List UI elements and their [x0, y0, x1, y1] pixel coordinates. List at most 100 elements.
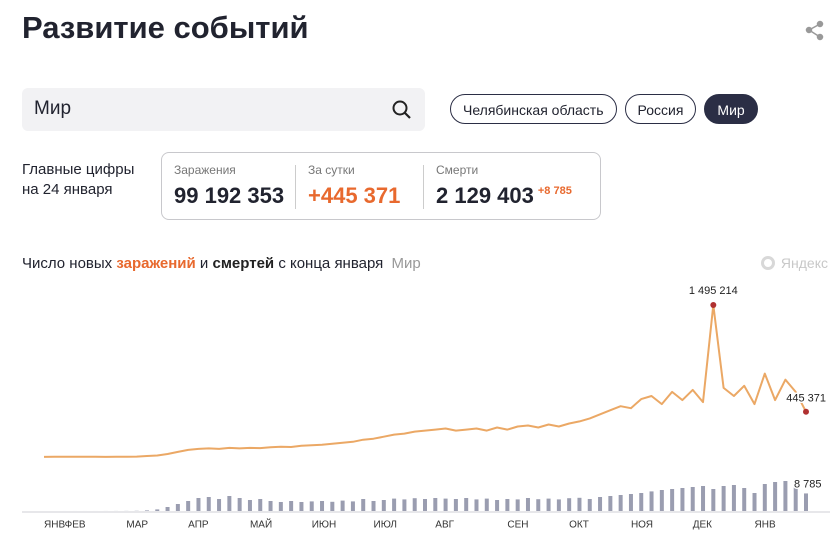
x-tick-label: ФЕВ — [65, 520, 86, 531]
search-box[interactable]: Мир — [22, 88, 425, 131]
chart-title: Число новых заражений и смертей с конца … — [22, 255, 421, 272]
stat: Заражения 99 192 353 — [174, 163, 284, 209]
bar — [340, 500, 345, 511]
bar — [175, 504, 180, 511]
bar — [495, 500, 500, 511]
x-tick-label: АПР — [188, 520, 209, 531]
bar — [525, 498, 530, 511]
divider — [423, 165, 424, 209]
region-pill[interactable]: Мир — [704, 94, 758, 124]
stats-box: Заражения 99 192 353 За сутки +445 371 Сме… — [161, 152, 601, 220]
bar — [783, 481, 788, 511]
region-pill[interactable]: Россия — [624, 94, 697, 124]
legend-entry: смертей — [212, 255, 275, 272]
region-pill[interactable]: Челябинская область — [450, 94, 617, 124]
x-tick-label: СЕН — [507, 520, 528, 531]
stat-value: 2 129 403 +8 785 — [436, 183, 572, 209]
x-tick-label: ИЮН — [312, 520, 337, 531]
bar — [670, 489, 675, 511]
value-label: 1 495 214 — [689, 285, 738, 297]
bar — [567, 498, 572, 511]
bar — [711, 489, 716, 511]
bar — [423, 499, 427, 511]
bar — [330, 501, 335, 511]
x-tick-label: ЯНВ — [44, 520, 65, 531]
bar — [536, 499, 541, 511]
bar — [659, 490, 664, 511]
bar — [598, 497, 603, 511]
title-part: и — [199, 255, 209, 272]
bar — [206, 497, 211, 511]
bar — [268, 501, 273, 511]
bar — [721, 486, 726, 511]
bar — [217, 499, 222, 511]
region-pills: Челябинская область Россия Мир — [450, 94, 758, 124]
share-icon[interactable] — [805, 20, 824, 41]
x-tick-label: ДЕК — [693, 520, 712, 531]
title-part: с конца января — [278, 255, 384, 272]
stat-label: За сутки — [308, 163, 355, 177]
bar — [742, 488, 747, 511]
bar — [299, 502, 304, 511]
divider — [295, 165, 296, 209]
bar — [237, 498, 242, 511]
point — [803, 408, 809, 415]
stat-label: Смерти — [436, 163, 479, 177]
bar — [464, 498, 469, 511]
bar — [196, 498, 201, 511]
summary-line: Главные цифры — [22, 161, 135, 178]
bar — [546, 498, 551, 511]
bar — [628, 494, 633, 511]
bar — [278, 502, 283, 511]
bar — [505, 499, 510, 511]
legend-entry: заражений — [116, 255, 196, 272]
bar — [608, 496, 613, 511]
stat-delta: +8 785 — [537, 185, 572, 197]
bar — [587, 499, 592, 511]
bar — [701, 486, 706, 511]
brand-logo — [760, 256, 775, 270]
stat-label: Заражения — [174, 163, 236, 177]
search-text[interactable]: Мир — [34, 98, 72, 119]
x-tick-label: АВГ — [435, 520, 454, 531]
bar — [361, 499, 366, 511]
brand-text: Яндекс — [780, 255, 828, 271]
bar — [618, 495, 623, 511]
point — [710, 302, 717, 308]
bar — [752, 493, 757, 511]
bar — [402, 499, 407, 511]
bar — [680, 488, 685, 511]
bar — [731, 485, 736, 511]
bar — [320, 501, 325, 511]
x-tick-label: ОКТ — [569, 520, 589, 531]
summary-label: Главные цифры на 24 января — [22, 160, 134, 200]
line — [43, 304, 807, 458]
bar — [804, 493, 808, 511]
bar — [690, 487, 695, 511]
bar — [577, 497, 582, 511]
bar — [381, 500, 386, 511]
bar — [556, 499, 561, 511]
bar — [350, 501, 355, 511]
stat: Смерти 2 129 403 +8 785 — [436, 163, 572, 209]
bar — [639, 493, 644, 511]
value-label: 445 371 — [786, 393, 826, 405]
bar — [309, 501, 314, 511]
bar — [227, 496, 232, 511]
bar — [247, 500, 252, 511]
summary-line: на 24 января — [22, 181, 113, 198]
page-title: Развитие событий — [22, 10, 309, 45]
stat-number: 2 129 403 — [436, 183, 534, 208]
bar — [371, 501, 376, 511]
bar — [453, 499, 458, 511]
bar — [515, 499, 520, 511]
bar — [144, 510, 149, 511]
chart-subtitle: Мир — [391, 255, 421, 272]
x-tick-label: МАР — [126, 520, 148, 531]
search-icon[interactable] — [391, 99, 413, 121]
bar — [186, 501, 191, 511]
bar — [258, 499, 263, 511]
stat: За сутки +445 371 — [308, 163, 400, 209]
stat-value: +445 371 — [308, 183, 401, 208]
